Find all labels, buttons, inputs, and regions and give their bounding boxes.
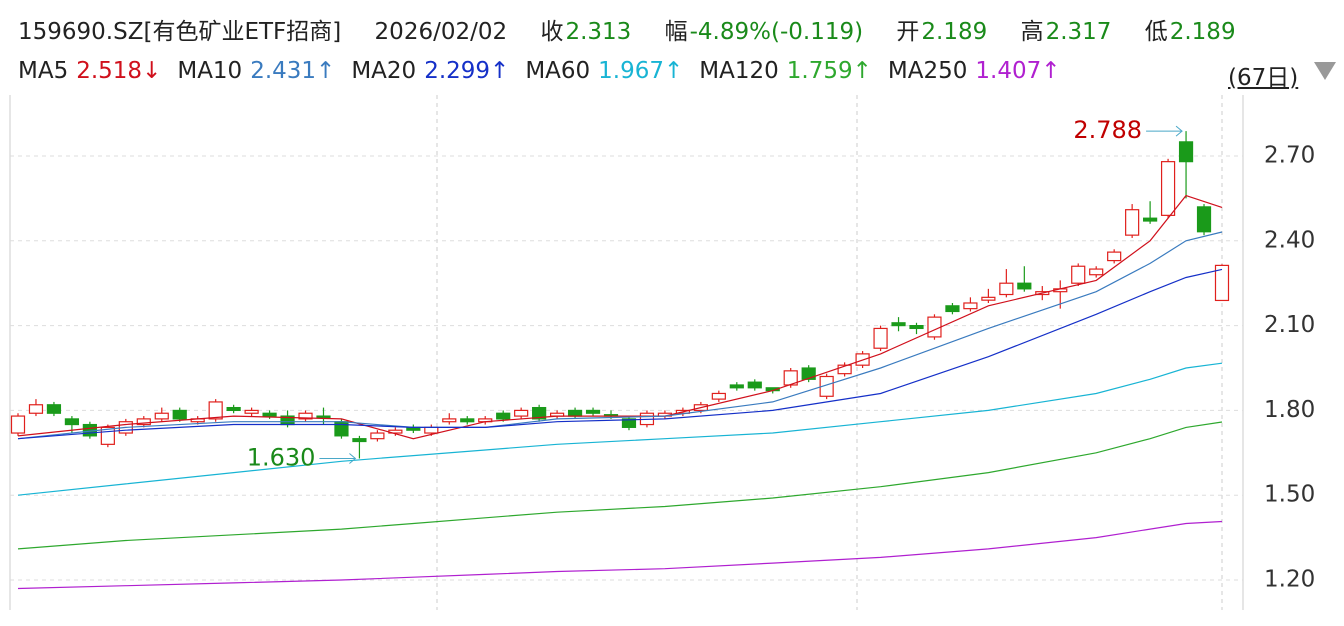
label: 低 bbox=[1144, 19, 1168, 45]
candle-body bbox=[1017, 282, 1032, 290]
ma-line bbox=[17, 421, 1223, 550]
candle-body bbox=[999, 282, 1014, 296]
label: 幅 bbox=[664, 19, 688, 45]
candle-body bbox=[226, 406, 241, 412]
y-tick-label: 2.10 bbox=[1264, 312, 1315, 338]
candle-body bbox=[370, 432, 385, 440]
candle-body bbox=[621, 418, 637, 428]
candle-body bbox=[567, 409, 583, 417]
candle-body bbox=[10, 415, 26, 434]
candle-body bbox=[1178, 141, 1194, 163]
candle-body bbox=[28, 404, 44, 414]
annotation-arrow bbox=[319, 453, 357, 464]
candle-body bbox=[1214, 264, 1230, 302]
candle-body bbox=[747, 381, 762, 389]
menu-arrow[interactable] bbox=[1314, 62, 1336, 80]
candle-body bbox=[460, 418, 475, 423]
legend-name: MA20 bbox=[351, 58, 417, 84]
candle-body bbox=[945, 305, 960, 313]
candle-body bbox=[1160, 161, 1176, 216]
candle-body bbox=[909, 325, 924, 330]
candle-body bbox=[585, 409, 601, 414]
candle-body bbox=[298, 412, 313, 420]
annotation-label: 1.630 bbox=[247, 443, 316, 471]
date: 2026/02/02 bbox=[374, 19, 508, 45]
ma-line bbox=[17, 231, 1223, 440]
candle-body bbox=[334, 421, 349, 437]
candle-body bbox=[208, 401, 223, 420]
period[interactable]: (67日) bbox=[1228, 65, 1299, 91]
legend-value: 1.759↑ bbox=[786, 58, 872, 84]
ma-line bbox=[17, 268, 1223, 440]
y-tick-label: 1.20 bbox=[1264, 567, 1315, 593]
candle-body bbox=[244, 409, 259, 414]
legend-value: 2.518↓ bbox=[76, 58, 162, 84]
ma-line bbox=[17, 362, 1223, 496]
candle-body bbox=[927, 316, 942, 338]
candle-body bbox=[532, 406, 547, 420]
candle-body bbox=[262, 412, 277, 417]
legend-value: 1.407↑ bbox=[975, 58, 1061, 84]
candle-body bbox=[1196, 206, 1212, 233]
candle-body bbox=[981, 296, 996, 301]
candle-body bbox=[891, 322, 906, 327]
candle-body bbox=[963, 302, 978, 310]
annotation-arrow bbox=[1146, 125, 1183, 137]
candle-body bbox=[172, 409, 187, 420]
value: 2.317 bbox=[1045, 19, 1112, 45]
y-tick-label: 2.70 bbox=[1264, 142, 1315, 168]
candle-body bbox=[1143, 217, 1158, 222]
candle-body bbox=[442, 418, 457, 423]
legend-name: MA120 bbox=[699, 58, 779, 84]
y-tick-label: 1.80 bbox=[1264, 397, 1315, 423]
candle-body bbox=[711, 392, 726, 400]
candle-body bbox=[837, 364, 852, 375]
legend-name: MA5 bbox=[18, 58, 69, 84]
label: 收 bbox=[540, 19, 564, 45]
y-tick-label: 1.50 bbox=[1264, 482, 1315, 508]
legend-value: 1.967↑ bbox=[598, 58, 684, 84]
candle-body bbox=[424, 426, 439, 434]
candle-body bbox=[873, 327, 888, 349]
value: -4.89%(-0.119) bbox=[689, 19, 864, 45]
value: 2.189 bbox=[1169, 19, 1236, 45]
legend-name: MA250 bbox=[887, 58, 968, 84]
legend-name: MA10 bbox=[177, 58, 243, 84]
quote-bar: 159690.SZ[有色矿业ETF招商] 2026/02/02 收2.313 幅… bbox=[18, 12, 1238, 46]
candle-body bbox=[136, 418, 151, 426]
code: 159690.SZ[有色矿业ETF招商] bbox=[18, 19, 342, 45]
candle-body bbox=[1071, 265, 1086, 284]
legend-value: 2.299↑ bbox=[424, 58, 510, 84]
legend-value: 2.431↑ bbox=[250, 58, 336, 84]
candle-body bbox=[801, 367, 816, 380]
candle-body bbox=[729, 384, 744, 389]
value: 2.313 bbox=[565, 19, 632, 45]
candle-body bbox=[1089, 268, 1104, 276]
label: 开 bbox=[896, 19, 920, 45]
label: 高 bbox=[1020, 19, 1044, 45]
candle-body bbox=[154, 412, 169, 420]
candle-body bbox=[496, 412, 511, 420]
y-tick-label: 2.40 bbox=[1264, 227, 1315, 253]
candle-body bbox=[316, 415, 331, 419]
ma-line bbox=[17, 520, 1223, 590]
legend: MA5 2.518↓ MA10 2.431↑ MA20 2.299↑ MA60 1.967↑ M… bbox=[18, 58, 1077, 84]
value: 2.189 bbox=[921, 19, 988, 45]
annotation-label: 2.788 bbox=[1073, 116, 1142, 144]
candle-body bbox=[64, 418, 80, 426]
candle-body bbox=[514, 409, 529, 417]
legend-name: MA60 bbox=[525, 58, 591, 84]
candle-body bbox=[1125, 209, 1140, 236]
candle-body bbox=[1107, 251, 1122, 262]
candle-body bbox=[352, 438, 367, 443]
candle-body bbox=[46, 404, 62, 414]
